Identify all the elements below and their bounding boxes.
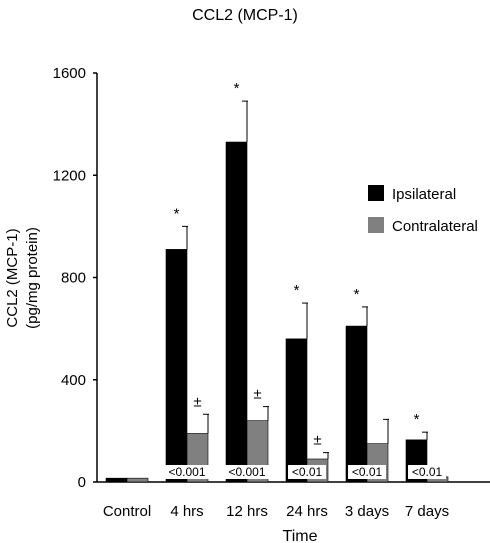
pvalue-label: <0.001: [168, 465, 205, 479]
legend-label-ipsilateral: Ipsilateral: [392, 186, 456, 203]
y-axis-label-line1: CCL2 (MCP-1): [4, 228, 21, 327]
bar-ipsilateral: [165, 249, 188, 483]
contralateral-marker: ±: [313, 432, 321, 449]
bar-ipsilateral: [285, 338, 308, 483]
y-tick-label: 1600: [53, 65, 86, 82]
y-tick-label: 1200: [53, 167, 86, 184]
legend-swatch-ipsilateral: [368, 185, 384, 201]
y-tick-label: 400: [61, 372, 86, 389]
pvalue-label: <0.01: [412, 465, 443, 479]
bar-ipsilateral: [105, 477, 128, 483]
pvalue-label-background: [348, 465, 386, 479]
bar-ipsilateral: [225, 141, 248, 483]
significance-marker: *: [354, 286, 360, 303]
y-axis-label-line2: (pg/mg protein): [24, 227, 41, 329]
chart-title: CCL2 (MCP-1): [192, 7, 298, 24]
x-tick-label: Control: [103, 503, 151, 520]
legend: Ipsilateral Contralateral: [368, 185, 478, 235]
significance-marker: *: [174, 205, 180, 222]
pvalue-label: <0.01: [292, 465, 323, 479]
x-axis-label: Time: [283, 528, 318, 543]
pvalue-label-background: [408, 465, 446, 479]
pvalue-label-background: [164, 465, 210, 479]
pvalue-label-background: [288, 465, 326, 479]
significance-marker: *: [234, 80, 240, 97]
x-tick-label: 12 hrs: [226, 503, 268, 520]
y-tick-label: 800: [61, 270, 86, 287]
contralateral-marker: ±: [193, 393, 201, 410]
significance-marker: *: [294, 282, 300, 299]
bar-contralateral: [126, 477, 149, 483]
x-tick-label: 24 hrs: [286, 503, 328, 520]
significance-marker: *: [414, 411, 420, 428]
x-tick-label: 3 days: [345, 503, 389, 520]
bar-ipsilateral: [345, 325, 368, 483]
x-tick-label: 7 days: [405, 503, 449, 520]
pvalue-label: <0.01: [352, 465, 383, 479]
legend-label-contralateral: Contralateral: [392, 218, 478, 235]
x-tick-label: 4 hrs: [170, 503, 203, 520]
contralateral-marker: ±: [253, 386, 261, 403]
pvalue-label: <0.001: [228, 465, 265, 479]
pvalue-label-background: [224, 465, 270, 479]
legend-swatch-contralateral: [368, 217, 384, 233]
y-tick-label: 0: [78, 474, 86, 491]
